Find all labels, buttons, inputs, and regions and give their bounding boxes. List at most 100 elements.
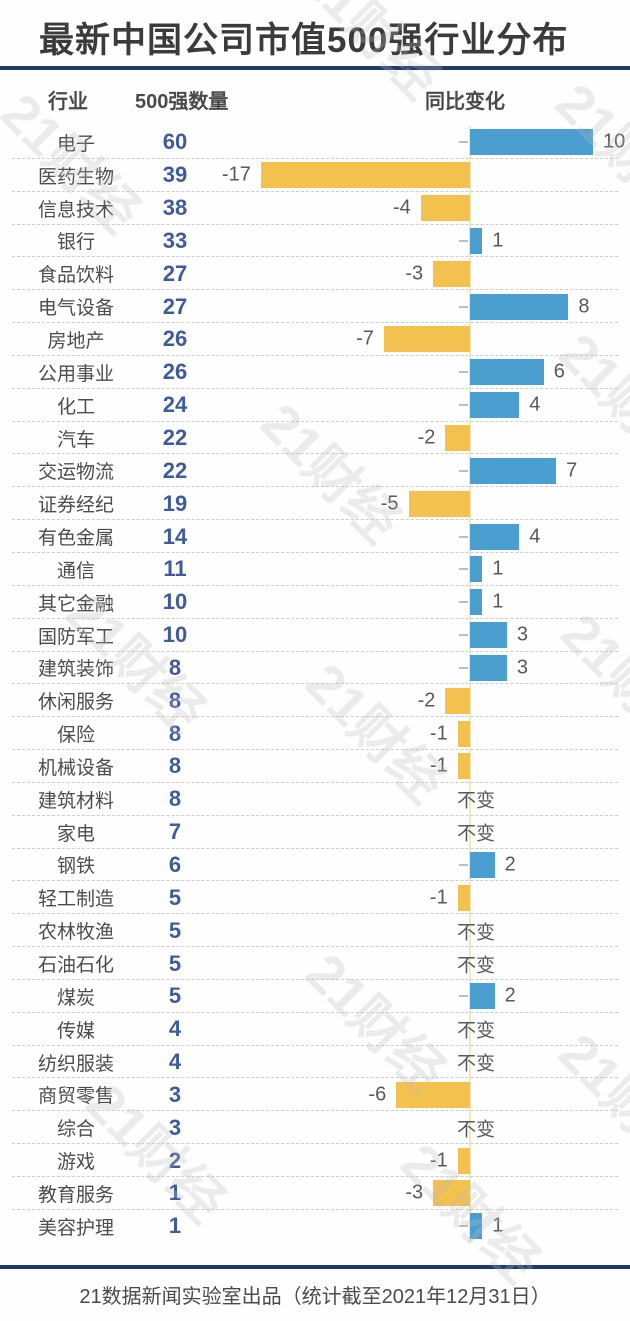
negative-bar — [420, 195, 470, 222]
table-row: 电气设备 27 8 — [0, 290, 630, 323]
industry-label: 保险 — [56, 725, 95, 747]
table-row: 其它金融 10 1 — [0, 586, 630, 619]
axis-tick — [459, 1225, 468, 1228]
count-value: 24 — [162, 392, 188, 418]
axis-tick — [459, 568, 468, 571]
table-row: 食品饮料 27 -3 — [0, 257, 630, 291]
count-value: 8 — [168, 654, 182, 680]
count-value: 8 — [168, 786, 182, 812]
industry-label: 轻工制造 — [37, 889, 114, 911]
industry-label: 综合 — [56, 1119, 95, 1141]
table-row: 国防军工 10 3 — [0, 619, 630, 652]
count-value: 4 — [168, 1049, 182, 1075]
industry-label: 化工 — [56, 396, 95, 418]
count-value: 6 — [168, 851, 182, 877]
table-row: 房地产 26 -7 — [0, 323, 630, 356]
count-value: 8 — [168, 687, 182, 713]
change-value: 4 — [529, 525, 541, 548]
table-row: 汽车 22 -2 — [0, 422, 630, 455]
industry-label: 建筑装饰 — [37, 659, 114, 681]
positive-bar — [470, 589, 483, 616]
positive-bar — [470, 556, 483, 583]
industry-label: 房地产 — [47, 330, 105, 352]
industry-label: 公用事业 — [37, 363, 114, 385]
industry-label: 纺织服装 — [37, 1053, 114, 1075]
change-value: -7 — [356, 327, 374, 350]
change-unchanged-label: 不变 — [456, 1053, 496, 1075]
change-value: -2 — [417, 689, 436, 712]
change-value: 7 — [566, 459, 578, 482]
change-value: 10 — [603, 130, 626, 153]
positive-bar — [470, 654, 507, 681]
footer-divider — [0, 1265, 630, 1269]
industry-label: 交运物流 — [37, 462, 114, 484]
change-value: -4 — [393, 196, 411, 219]
count-value: 5 — [168, 917, 182, 943]
negative-bar — [260, 162, 470, 189]
industry-label: 通信 — [56, 560, 95, 582]
table-row: 建筑装饰 8 3 — [0, 652, 630, 685]
count-value: 10 — [162, 622, 188, 648]
table-row: 游戏 2 -1 — [0, 1144, 630, 1177]
title-divider — [0, 66, 630, 70]
axis-tick — [459, 239, 468, 242]
count-value: 2 — [168, 1147, 182, 1173]
count-value: 26 — [162, 359, 188, 385]
industry-label: 农林牧渔 — [37, 922, 114, 944]
change-value: 1 — [492, 557, 504, 580]
change-value: 1 — [492, 229, 504, 252]
negative-bar — [396, 1081, 470, 1108]
axis-tick — [459, 634, 468, 637]
table-row: 机械设备 8 -1 — [0, 750, 630, 783]
change-value: -1 — [429, 1149, 448, 1172]
negative-bar — [457, 753, 470, 780]
positive-bar — [470, 392, 520, 419]
change-value: -2 — [417, 426, 436, 449]
col-header-change: 同比变化 — [425, 91, 505, 113]
positive-bar — [470, 227, 483, 254]
count-value: 33 — [162, 227, 188, 253]
negative-bar — [457, 1147, 470, 1174]
negative-bar — [433, 260, 470, 287]
industry-label: 家电 — [56, 823, 95, 845]
table-row: 交运物流 22 7 — [0, 454, 630, 488]
count-value: 8 — [168, 720, 182, 746]
table-row: 综合 3 不变 — [0, 1111, 630, 1145]
count-value: 26 — [162, 326, 188, 352]
industry-label: 汽车 — [56, 429, 95, 451]
change-value: 6 — [553, 360, 565, 383]
industry-label: 煤炭 — [56, 987, 95, 1009]
change-value: 2 — [504, 853, 516, 876]
industry-label: 医药生物 — [37, 166, 114, 188]
industry-label: 国防军工 — [37, 626, 114, 648]
axis-tick — [459, 601, 468, 604]
count-value: 5 — [168, 950, 182, 976]
positive-bar — [470, 129, 593, 156]
change-value: -1 — [429, 722, 448, 745]
count-value: 4 — [168, 1016, 182, 1042]
industry-label: 有色金属 — [37, 528, 114, 550]
industry-label: 机械设备 — [37, 757, 114, 779]
change-unchanged-label: 不变 — [456, 955, 496, 977]
zero-axis-line — [469, 126, 471, 1243]
positive-bar — [470, 851, 495, 878]
industry-label: 建筑材料 — [37, 790, 114, 812]
change-value: 8 — [578, 295, 590, 318]
table-row: 公用事业 26 6 — [0, 356, 630, 389]
change-unchanged-label: 不变 — [456, 1020, 496, 1042]
table-row: 教育服务 1 -3 — [0, 1177, 630, 1210]
count-value: 14 — [162, 523, 188, 549]
industry-label: 食品饮料 — [37, 265, 114, 287]
positive-bar — [470, 1213, 483, 1240]
count-value: 8 — [168, 753, 182, 779]
table-row: 石油石化 5 不变 — [0, 947, 630, 980]
change-unchanged-label: 不变 — [456, 1119, 496, 1141]
industry-label: 电子 — [56, 133, 95, 155]
positive-bar — [470, 457, 557, 484]
industry-label: 信息技术 — [37, 199, 114, 221]
table-row: 钢铁 6 2 — [0, 849, 630, 882]
industry-label: 休闲服务 — [37, 692, 114, 714]
industry-label: 游戏 — [56, 1152, 95, 1174]
count-value: 19 — [162, 490, 188, 516]
